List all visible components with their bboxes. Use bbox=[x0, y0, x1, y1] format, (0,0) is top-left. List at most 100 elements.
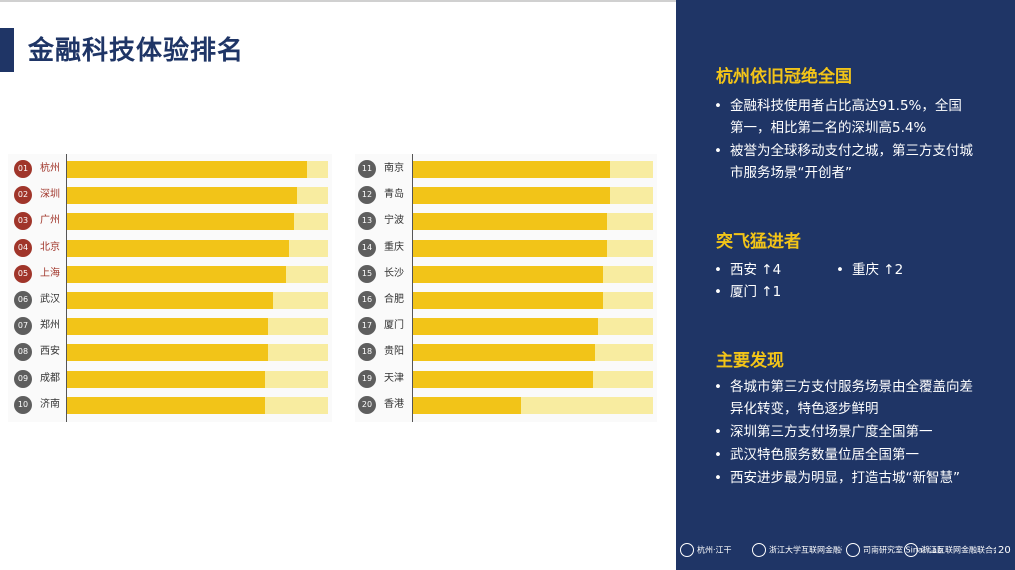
logo-mark-icon bbox=[752, 543, 766, 557]
rank-badge: 10 bbox=[14, 395, 32, 414]
rank-badge: 14 bbox=[358, 238, 376, 257]
ranking-row: 10 济南 bbox=[8, 392, 332, 418]
bullet-item: • 金融科技使用者占比高达91.5%，全国第一，相比第二名的深圳高5.4% bbox=[712, 95, 974, 139]
city-label: 广州 bbox=[40, 215, 60, 227]
ranking-row: 15 长沙 bbox=[355, 261, 657, 287]
section-title-hangzhou: 杭州依旧冠绝全国 bbox=[716, 67, 852, 87]
ranking-axis bbox=[66, 154, 67, 422]
ranking-row: 13 宁波 bbox=[355, 208, 657, 234]
score-bar bbox=[413, 239, 608, 257]
rank-badge: 12 bbox=[358, 186, 376, 205]
score-bar-track bbox=[413, 161, 653, 178]
score-bar-track bbox=[413, 213, 653, 231]
score-bar bbox=[413, 318, 598, 336]
city-label: 济南 bbox=[40, 398, 60, 410]
rank-badge: 13 bbox=[358, 212, 376, 231]
rank-badge: 15 bbox=[358, 264, 376, 283]
title-accent-bar bbox=[0, 28, 14, 72]
score-bar bbox=[67, 265, 287, 283]
ranking-panel-left: 01 杭州 02 深圳 03 广州 04 北京 05 上海 06 武汉 07 郑州 08 西安 09 成都 10 济南 bbox=[8, 154, 332, 422]
rank-badge: 01 bbox=[14, 160, 32, 178]
bullet-item: • 深圳第三方支付场景广度全国第一 bbox=[712, 421, 974, 443]
bullet-item: • 西安进步最为明显，打造古城“新智慧” bbox=[712, 467, 974, 489]
rank-badge: 07 bbox=[14, 317, 32, 336]
score-bar bbox=[67, 370, 266, 388]
ranking-row: 20 香港 bbox=[355, 392, 657, 418]
score-bar-track bbox=[413, 292, 653, 309]
bullet-dot: • bbox=[714, 379, 722, 395]
rank-badge: 02 bbox=[14, 186, 32, 205]
ranking-row: 06 武汉 bbox=[8, 287, 332, 313]
score-bar-track bbox=[67, 318, 328, 336]
score-bar-track bbox=[413, 265, 653, 283]
city-label: 青岛 bbox=[384, 189, 404, 201]
rank-badge: 06 bbox=[14, 291, 32, 309]
rank-badge: 08 bbox=[14, 343, 32, 362]
city-label: 长沙 bbox=[384, 267, 404, 279]
rank-badge: 17 bbox=[358, 317, 376, 336]
rank-badge: 04 bbox=[14, 238, 32, 257]
city-label: 天津 bbox=[384, 372, 404, 384]
score-bar bbox=[67, 239, 289, 257]
score-bar bbox=[67, 213, 295, 231]
ranking-row: 02 深圳 bbox=[8, 182, 332, 208]
bullet-item: • 武汉特色服务数量位居全国第一 bbox=[712, 444, 974, 466]
ranking-panel-right: 11 南京 12 青岛 13 宁波 14 重庆 15 长沙 16 合肥 17 厦门 18 贵阳 19 天津 20 香港 bbox=[355, 154, 657, 422]
score-bar-track bbox=[67, 213, 328, 231]
score-bar-track bbox=[413, 370, 653, 388]
ranking-row: 17 厦门 bbox=[355, 313, 657, 339]
city-label: 厦门 bbox=[384, 320, 404, 332]
riser-item: • 重庆 ↑2 bbox=[834, 259, 903, 281]
rank-badge: 20 bbox=[358, 395, 376, 414]
riser-item: • 西安 ↑4 bbox=[712, 259, 781, 281]
score-bar-track bbox=[413, 344, 653, 362]
score-bar-track bbox=[67, 265, 328, 283]
ranking-row: 09 成都 bbox=[8, 366, 332, 392]
ranking-row: 01 杭州 bbox=[8, 156, 332, 182]
score-bar bbox=[67, 344, 268, 362]
rank-badge: 05 bbox=[14, 264, 32, 283]
score-bar bbox=[67, 292, 274, 309]
score-bar bbox=[67, 396, 266, 414]
city-label: 香港 bbox=[384, 398, 404, 410]
score-bar-track bbox=[67, 344, 328, 362]
rank-badge: 11 bbox=[358, 160, 376, 178]
score-bar-track bbox=[413, 318, 653, 336]
bullet-dot: • bbox=[714, 470, 722, 486]
bullet-dot: • bbox=[714, 424, 722, 440]
ranking-row: 04 北京 bbox=[8, 235, 332, 261]
score-bar bbox=[413, 213, 608, 231]
page-number: 20 bbox=[998, 545, 1011, 556]
city-label: 郑州 bbox=[40, 320, 60, 332]
score-bar-track bbox=[413, 239, 653, 257]
rank-badge: 09 bbox=[14, 369, 32, 388]
ranking-row: 12 青岛 bbox=[355, 182, 657, 208]
city-label: 重庆 bbox=[384, 241, 404, 253]
bullet-dot: • bbox=[836, 262, 844, 278]
score-bar bbox=[413, 370, 593, 388]
ranking-row: 05 上海 bbox=[8, 261, 332, 287]
city-label: 杭州 bbox=[40, 163, 60, 174]
score-bar-track bbox=[67, 187, 328, 205]
city-label: 北京 bbox=[40, 241, 60, 253]
score-bar bbox=[413, 396, 521, 414]
score-bar bbox=[67, 318, 268, 336]
city-label: 宁波 bbox=[384, 215, 404, 227]
findings-bullets: • 各城市第三方支付服务场景由全覆盖向差异化转变，特色逐步鲜明 • 深圳第三方支付场… bbox=[712, 376, 974, 490]
city-label: 上海 bbox=[40, 267, 60, 279]
city-label: 西安 bbox=[40, 346, 60, 358]
bullet-dot: • bbox=[714, 284, 722, 300]
score-bar bbox=[413, 187, 610, 205]
ranking-row: 16 合肥 bbox=[355, 287, 657, 313]
ranking-row: 11 南京 bbox=[355, 156, 657, 182]
score-bar bbox=[413, 265, 603, 283]
logo-jianggan: 杭州·江干 bbox=[680, 543, 732, 557]
score-bar-track bbox=[413, 187, 653, 205]
bullet-item: • 被誉为全球移动支付之城，第三方支付城市服务场景“开创者” bbox=[712, 140, 974, 184]
section-title-findings: 主要发现 bbox=[716, 351, 784, 371]
page-title: 金融科技体验排名 bbox=[28, 36, 245, 66]
ranking-row: 08 西安 bbox=[8, 339, 332, 365]
score-bar-track bbox=[67, 370, 328, 388]
findings-sidebar: 杭州依旧冠绝全国 • 金融科技使用者占比高达91.5%，全国第一，相比第二名的深圳… bbox=[676, 0, 1015, 570]
bullet-dot: • bbox=[714, 143, 722, 159]
